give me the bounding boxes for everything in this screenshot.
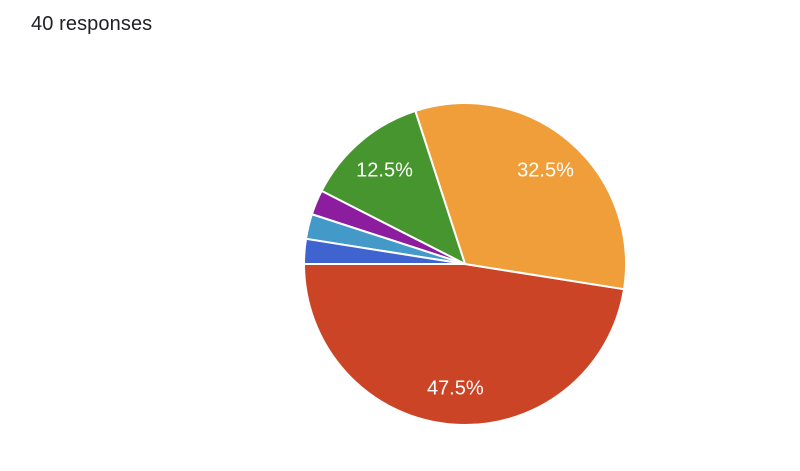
response-count: 40 responses xyxy=(31,13,153,35)
pie-slice-6[interactable] xyxy=(302,237,466,265)
pie-slice-label-2: 32.5% xyxy=(517,160,574,182)
pie-slice-1[interactable] xyxy=(303,263,626,427)
pie-slice-label-3: 12.5% xyxy=(356,160,413,182)
pie-slice-label-1: 47.5% xyxy=(427,378,484,400)
pie-slice-3[interactable] xyxy=(320,109,466,265)
pie-labels: 47.5% 32.5% 12.5% xyxy=(356,160,574,400)
pie-slice-2[interactable] xyxy=(414,102,627,291)
pie-slices xyxy=(302,102,627,427)
